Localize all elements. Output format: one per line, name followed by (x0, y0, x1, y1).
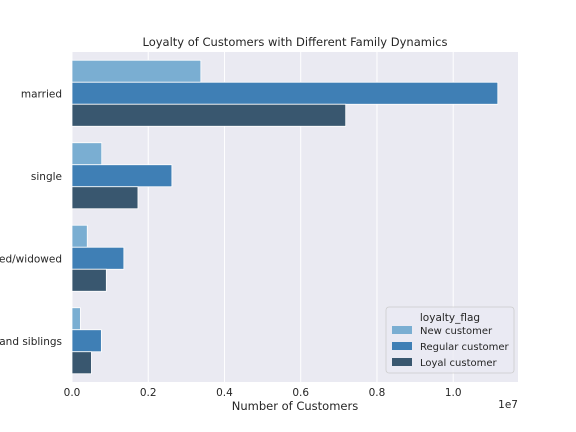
bar (71, 307, 81, 331)
legend: loyalty_flag New customer Regular custom… (385, 306, 515, 374)
y-tick-labels: married single ced/widowed s and siblings (0, 88, 62, 348)
bar (71, 329, 102, 353)
x-tick-label: 0.0 (64, 387, 81, 399)
bar (71, 351, 92, 375)
bar (71, 164, 173, 188)
bars (71, 59, 499, 375)
legend-swatch-regular (392, 342, 412, 350)
x-scale-note: 1e7 (498, 399, 518, 411)
bar (71, 81, 499, 105)
bar (71, 103, 347, 127)
legend-label-new: New customer (420, 326, 493, 337)
x-tick-label: 0.4 (216, 387, 233, 399)
y-tick-label: married (21, 88, 62, 100)
y-tick-label: ced/widowed (0, 253, 62, 265)
y-tick-label: single (31, 171, 62, 183)
chart-title: Loyalty of Customers with Different Fami… (143, 35, 448, 49)
x-tick-label: 0.2 (140, 387, 157, 399)
legend-swatch-loyal (392, 358, 412, 366)
legend-title: loyalty_flag (420, 312, 480, 324)
x-tick-labels: 0.0 0.2 0.4 0.6 0.8 1.0 (64, 387, 462, 399)
legend-label-regular: Regular customer (420, 342, 510, 353)
x-tick-label: 0.8 (369, 387, 386, 399)
legend-box (385, 306, 515, 374)
x-axis-label: Number of Customers (232, 399, 358, 413)
bar (71, 224, 88, 248)
bar (71, 268, 107, 292)
bar (71, 246, 125, 270)
y-tick-label: s and siblings (0, 336, 62, 348)
x-tick-label: 0.6 (292, 387, 309, 399)
legend-swatch-new (392, 326, 412, 334)
bar (71, 59, 202, 83)
legend-label-loyal: Loyal customer (420, 358, 497, 369)
bar (71, 142, 103, 166)
x-tick-label: 1.0 (445, 387, 462, 399)
bar (71, 186, 139, 210)
